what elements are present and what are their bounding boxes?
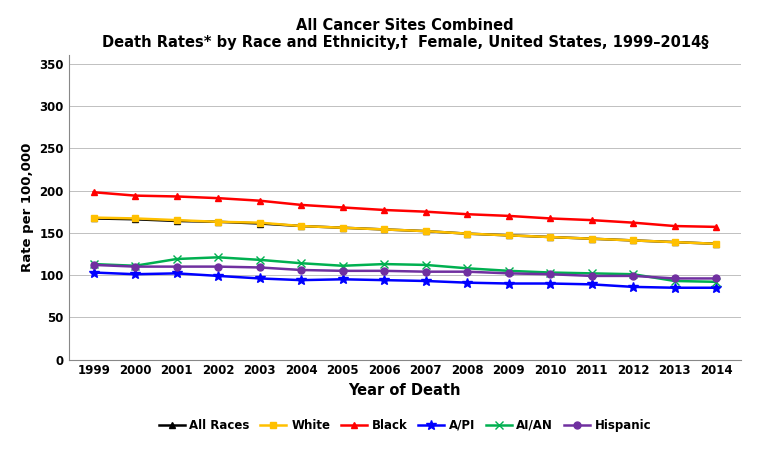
Legend: All Races, White, Black, A/PI, AI/AN, Hispanic: All Races, White, Black, A/PI, AI/AN, Hi… bbox=[159, 419, 651, 432]
Y-axis label: Rate per 100,000: Rate per 100,000 bbox=[21, 143, 34, 272]
X-axis label: Year of Death: Year of Death bbox=[348, 383, 461, 398]
Title: All Cancer Sites Combined
Death Rates* by Race and Ethnicity,†  Female, United S: All Cancer Sites Combined Death Rates* b… bbox=[102, 18, 708, 50]
